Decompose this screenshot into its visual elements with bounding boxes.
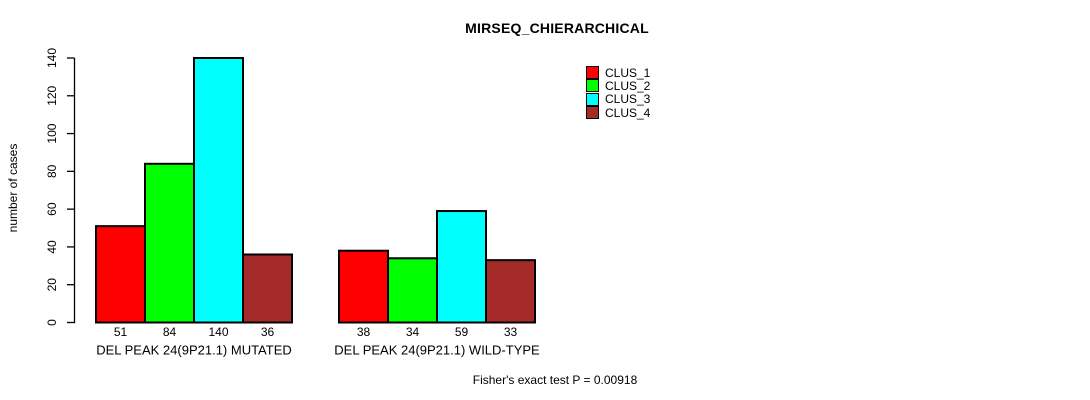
bar-clus_1-group2 — [338, 249, 389, 324]
legend-label: CLUS_3 — [605, 92, 651, 107]
bar-clus_3-group1 — [193, 57, 244, 324]
legend-swatch-clus_2 — [586, 79, 599, 93]
bar-value-label: 38 — [357, 325, 371, 339]
y-tick-label: 100 — [45, 123, 59, 143]
y-tick-label: 60 — [45, 202, 59, 216]
bar-value-label: 36 — [261, 325, 275, 339]
bar-clus_4-group2 — [485, 259, 536, 324]
bar-clus_3-group2 — [436, 210, 487, 324]
y-tick-label: 140 — [45, 48, 59, 68]
legend-item-clus_1: CLUS_1 — [586, 65, 651, 80]
group-label: DEL PEAK 24(9P21.1) WILD-TYPE — [334, 343, 540, 358]
fisher-test-annotation: Fisher's exact test P = 0.00918 — [472, 373, 638, 387]
bar-value-label: 34 — [406, 325, 420, 339]
legend-item-clus_2: CLUS_2 — [586, 78, 651, 93]
bar-value-label: 59 — [455, 325, 469, 339]
y-tick-label: 120 — [45, 85, 59, 105]
y-tick-label: 20 — [45, 278, 59, 292]
legend-label: CLUS_2 — [605, 78, 651, 93]
bar-clus_4-group1 — [242, 253, 293, 324]
legend: CLUS_1 CLUS_2 CLUS_3 CLUS_4 — [586, 65, 651, 120]
bar-clus_2-group2 — [387, 257, 438, 324]
bar-value-label: 140 — [208, 325, 228, 339]
legend-swatch-clus_4 — [586, 106, 599, 120]
legend-label: CLUS_4 — [605, 105, 651, 120]
bar-value-label: 84 — [163, 325, 177, 339]
legend-item-clus_4: CLUS_4 — [586, 105, 651, 120]
bar-value-label: 51 — [114, 325, 128, 339]
legend-label: CLUS_1 — [605, 65, 651, 80]
legend-item-clus_3: CLUS_3 — [586, 92, 651, 107]
chart-title: MIRSEQ_CHIERARCHICAL — [465, 20, 649, 36]
y-tick-label: 40 — [45, 240, 59, 254]
legend-swatch-clus_1 — [586, 66, 599, 80]
group-label: DEL PEAK 24(9P21.1) MUTATED — [96, 343, 292, 358]
bar-value-label: 33 — [504, 325, 518, 339]
legend-swatch-clus_3 — [586, 92, 599, 106]
bar-clus_1-group1 — [95, 225, 146, 324]
y-tick-label: 80 — [45, 164, 59, 178]
bar-clus_2-group1 — [144, 162, 195, 324]
y-tick-label: 0 — [45, 319, 59, 326]
